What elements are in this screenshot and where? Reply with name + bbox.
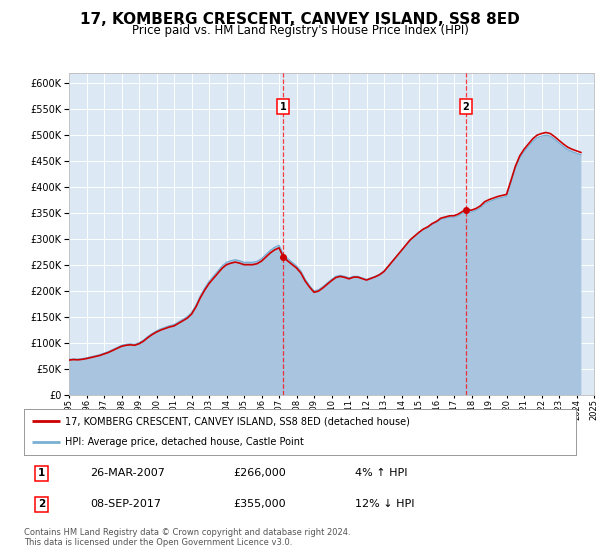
Text: 2: 2	[463, 101, 469, 111]
Text: 12% ↓ HPI: 12% ↓ HPI	[355, 500, 415, 509]
Text: Price paid vs. HM Land Registry's House Price Index (HPI): Price paid vs. HM Land Registry's House …	[131, 24, 469, 36]
Text: £355,000: £355,000	[234, 500, 286, 509]
Text: Contains HM Land Registry data © Crown copyright and database right 2024.
This d: Contains HM Land Registry data © Crown c…	[24, 528, 350, 547]
Text: 26-MAR-2007: 26-MAR-2007	[90, 468, 165, 478]
Text: £266,000: £266,000	[234, 468, 287, 478]
Text: 1: 1	[280, 101, 287, 111]
Text: HPI: Average price, detached house, Castle Point: HPI: Average price, detached house, Cast…	[65, 437, 304, 447]
Text: 4% ↑ HPI: 4% ↑ HPI	[355, 468, 408, 478]
Text: 17, KOMBERG CRESCENT, CANVEY ISLAND, SS8 8ED (detached house): 17, KOMBERG CRESCENT, CANVEY ISLAND, SS8…	[65, 416, 410, 426]
Text: 17, KOMBERG CRESCENT, CANVEY ISLAND, SS8 8ED: 17, KOMBERG CRESCENT, CANVEY ISLAND, SS8…	[80, 12, 520, 27]
Text: 1: 1	[38, 468, 45, 478]
Text: 08-SEP-2017: 08-SEP-2017	[90, 500, 161, 509]
Text: 2: 2	[38, 500, 45, 509]
